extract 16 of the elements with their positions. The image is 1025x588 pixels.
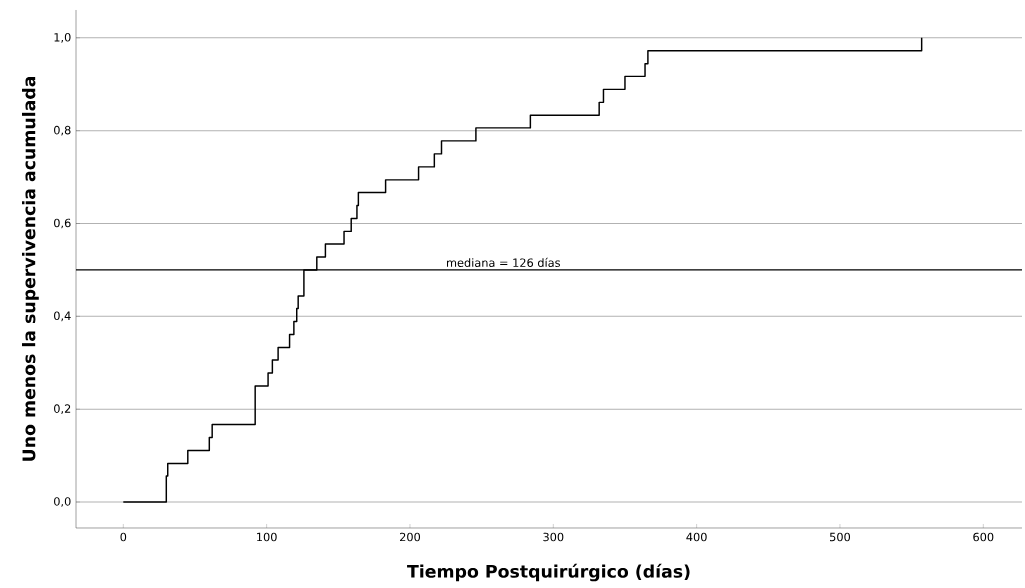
x-tick-label: 600 — [973, 532, 994, 542]
x-tick-label: 100 — [257, 532, 277, 542]
x-tick-label: 500 — [830, 532, 851, 542]
y-tick-label: 0,4 — [54, 311, 71, 322]
x-tick-label: 0 — [120, 532, 127, 542]
x-tick-label: 400 — [686, 532, 707, 542]
y-tick-label: 0,0 — [54, 497, 71, 507]
annotation: mediana = 126 días — [447, 257, 560, 267]
x-tick-label: 300 — [543, 532, 564, 542]
x-tick-label: 200 — [399, 532, 421, 542]
y-tick-label: 1,0 — [54, 32, 71, 43]
y-tick-label: 0,8 — [54, 125, 71, 136]
x-axis-title: Tiempo Postquirúrgico (días) — [407, 563, 690, 582]
y-tick-label: 0,6 — [54, 218, 71, 229]
y-axis-title: Uno menos la supervivencia acumulada — [22, 76, 39, 461]
y-tick-label: 0,2 — [54, 404, 71, 415]
